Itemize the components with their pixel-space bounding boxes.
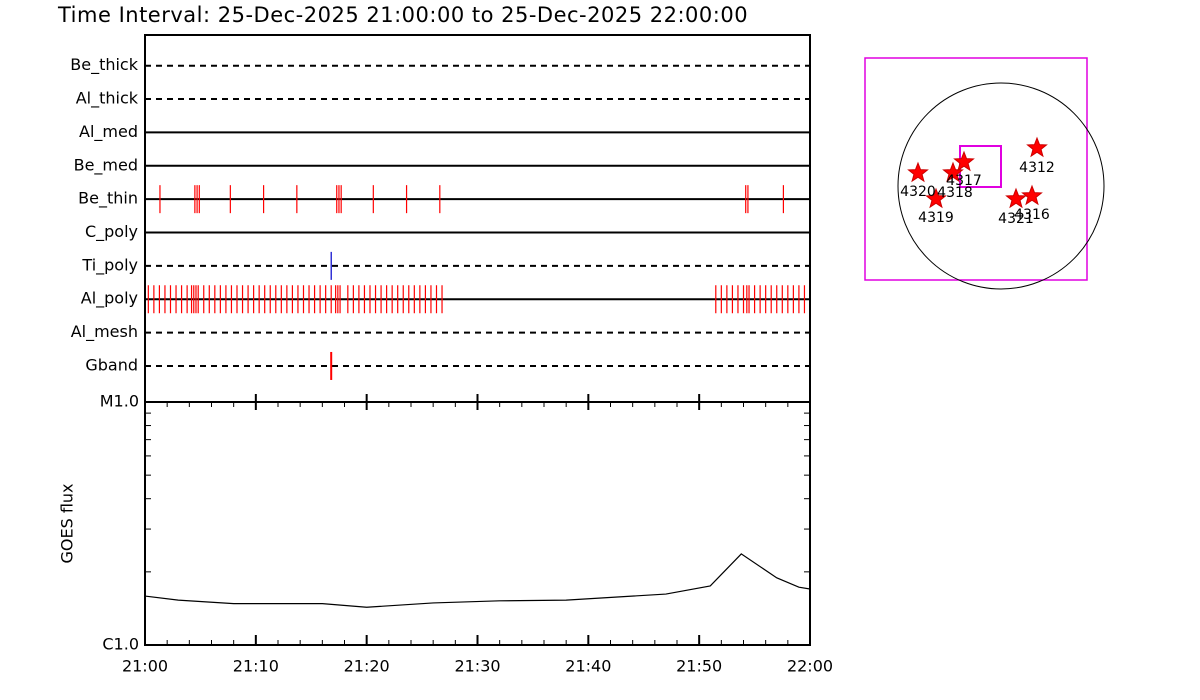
chart-title: Time Interval: 25-Dec-2025 21:00:00 to 2… — [57, 3, 748, 27]
region-label: 4319 — [918, 210, 954, 226]
y-tick-label: C1.0 — [102, 635, 139, 654]
region-label: 4321 — [998, 211, 1034, 227]
x-tick-label: 21:10 — [233, 657, 279, 676]
x-tick-label: 21:20 — [344, 657, 390, 676]
x-tick-label: 21:50 — [676, 657, 722, 676]
map-fov — [864, 57, 1088, 281]
row-label: Al_poly — [81, 289, 138, 309]
region-label: 4312 — [1019, 160, 1055, 176]
region-star — [942, 161, 964, 183]
region-label: 4316 — [1014, 207, 1050, 223]
goes-frame — [144, 401, 811, 646]
row-label: Ti_poly — [81, 255, 138, 275]
region-label: 4320 — [900, 184, 936, 200]
region-star — [1026, 136, 1048, 158]
row-label: Gband — [85, 355, 138, 374]
region-label: 4317 — [946, 173, 982, 189]
y-axis-label: GOES flux — [58, 483, 77, 563]
x-tick-label: 21:30 — [454, 657, 500, 676]
row-label: Be_thick — [70, 55, 138, 75]
row-label: Al_mesh — [71, 322, 138, 342]
row-label: Be_thin — [78, 189, 138, 209]
x-tick-label: 21:00 — [122, 657, 168, 676]
region-star — [1005, 187, 1027, 209]
row-label: Al_thick — [76, 89, 139, 109]
region-star — [953, 150, 975, 172]
region-star — [907, 161, 929, 183]
goes-curve — [144, 553, 811, 608]
row-label: Al_med — [79, 122, 138, 142]
row-label: C_poly — [85, 222, 138, 242]
region-star — [925, 187, 947, 209]
region-star — [1021, 184, 1043, 206]
solar-limb — [897, 82, 1105, 290]
y-tick-label: M1.0 — [100, 392, 139, 411]
x-tick-label: 22:00 — [787, 657, 833, 676]
region-label: 4318 — [937, 185, 973, 201]
row-label: Be_med — [74, 155, 138, 175]
timeline-frame — [144, 34, 811, 403]
x-tick-label: 21:40 — [565, 657, 611, 676]
